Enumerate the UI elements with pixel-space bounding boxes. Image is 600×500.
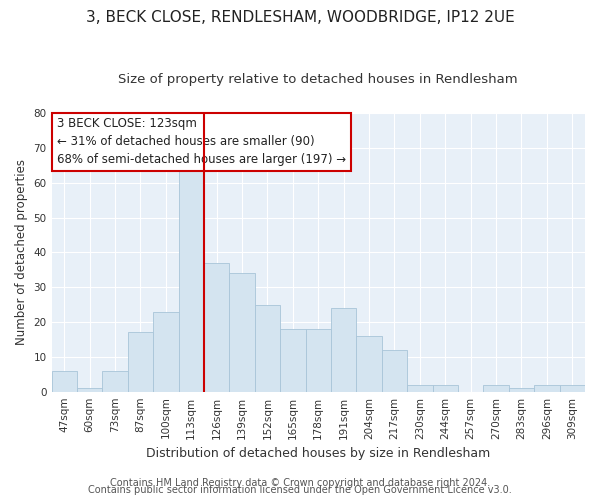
Bar: [255, 304, 280, 392]
Text: 3 BECK CLOSE: 123sqm
← 31% of detached houses are smaller (90)
68% of semi-detac: 3 BECK CLOSE: 123sqm ← 31% of detached h…: [57, 117, 346, 166]
Bar: [407, 384, 433, 392]
Bar: [204, 263, 229, 392]
Text: 3, BECK CLOSE, RENDLESHAM, WOODBRIDGE, IP12 2UE: 3, BECK CLOSE, RENDLESHAM, WOODBRIDGE, I…: [86, 10, 514, 25]
Bar: [331, 308, 356, 392]
Bar: [305, 329, 331, 392]
X-axis label: Distribution of detached houses by size in Rendlesham: Distribution of detached houses by size …: [146, 447, 490, 460]
Bar: [534, 384, 560, 392]
Bar: [280, 329, 305, 392]
Text: Contains public sector information licensed under the Open Government Licence v3: Contains public sector information licen…: [88, 485, 512, 495]
Bar: [103, 371, 128, 392]
Bar: [128, 332, 153, 392]
Bar: [484, 384, 509, 392]
Bar: [433, 384, 458, 392]
Y-axis label: Number of detached properties: Number of detached properties: [15, 160, 28, 346]
Bar: [509, 388, 534, 392]
Bar: [179, 166, 204, 392]
Bar: [52, 371, 77, 392]
Title: Size of property relative to detached houses in Rendlesham: Size of property relative to detached ho…: [118, 72, 518, 86]
Bar: [77, 388, 103, 392]
Bar: [356, 336, 382, 392]
Bar: [382, 350, 407, 392]
Bar: [229, 274, 255, 392]
Bar: [560, 384, 585, 392]
Bar: [153, 312, 179, 392]
Text: Contains HM Land Registry data © Crown copyright and database right 2024.: Contains HM Land Registry data © Crown c…: [110, 478, 490, 488]
